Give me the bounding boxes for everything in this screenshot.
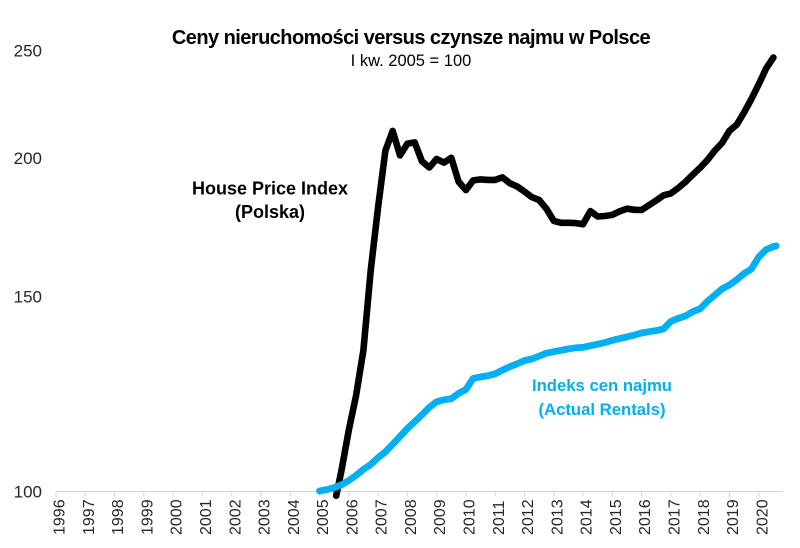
svg-text:2016: 2016 [637,499,654,535]
svg-text:2014: 2014 [579,499,596,535]
svg-text:1998: 1998 [110,499,127,535]
svg-text:(Polska): (Polska) [235,202,305,222]
svg-text:2013: 2013 [549,499,566,535]
svg-text:2017: 2017 [666,499,683,535]
svg-text:150: 150 [14,287,42,306]
svg-text:2005: 2005 [315,499,332,535]
svg-text:(Actual Rentals): (Actual Rentals) [538,400,665,419]
svg-text:200: 200 [14,149,42,168]
svg-text:2007: 2007 [374,499,391,535]
svg-text:1999: 1999 [139,499,156,535]
svg-text:2015: 2015 [608,499,625,535]
svg-text:2004: 2004 [286,499,303,535]
svg-text:Indeks cen najmu: Indeks cen najmu [532,376,672,395]
svg-text:2012: 2012 [520,499,537,535]
svg-text:2003: 2003 [257,499,274,535]
svg-text:Ceny nieruchomości versus czyn: Ceny nieruchomości versus czynsze najmu … [172,27,651,49]
svg-text:2008: 2008 [403,499,420,535]
svg-text:2002: 2002 [227,499,244,535]
svg-text:2000: 2000 [169,499,186,535]
svg-text:2019: 2019 [725,499,742,535]
svg-text:2020: 2020 [754,499,771,535]
svg-text:2006: 2006 [344,499,361,535]
svg-text:House Price Index: House Price Index [192,179,348,199]
svg-text:250: 250 [14,42,42,61]
svg-text:2010: 2010 [462,499,479,535]
svg-text:1996: 1996 [52,499,69,535]
svg-text:2009: 2009 [432,499,449,535]
svg-text:1997: 1997 [81,499,98,535]
svg-text:2001: 2001 [198,499,215,535]
svg-text:100: 100 [14,482,42,501]
svg-text:2011: 2011 [491,500,508,535]
svg-text:I kw. 2005 = 100: I kw. 2005 = 100 [351,52,472,70]
svg-text:2018: 2018 [696,499,713,535]
